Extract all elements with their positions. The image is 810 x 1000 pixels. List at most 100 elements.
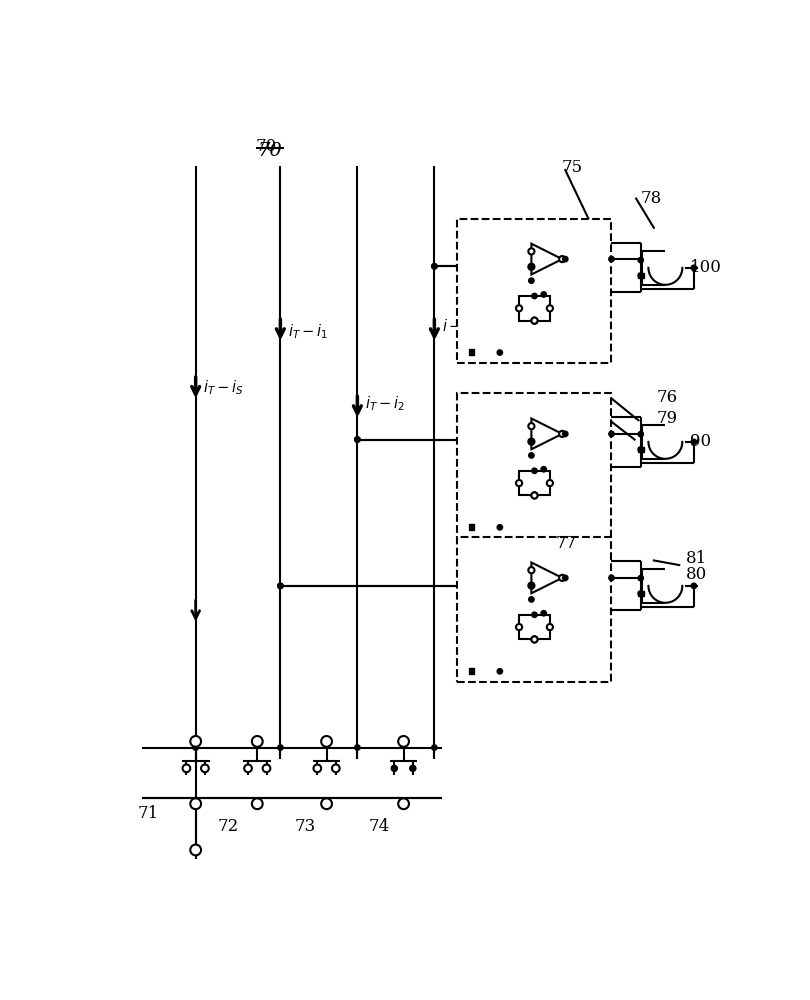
Circle shape	[532, 468, 537, 473]
Circle shape	[432, 745, 437, 750]
Circle shape	[531, 492, 538, 499]
Circle shape	[638, 431, 643, 437]
Circle shape	[638, 273, 643, 278]
Text: $i_T - i_S$: $i_T - i_S$	[203, 379, 245, 397]
Circle shape	[278, 583, 283, 589]
Circle shape	[563, 431, 568, 437]
Circle shape	[313, 764, 322, 772]
Bar	[519, 296, 550, 321]
Circle shape	[410, 765, 416, 771]
Circle shape	[278, 583, 283, 589]
Text: 76: 76	[656, 389, 677, 406]
Bar	[519, 615, 550, 639]
Circle shape	[638, 257, 643, 263]
Text: 78: 78	[641, 190, 662, 207]
Circle shape	[497, 525, 502, 530]
Circle shape	[355, 437, 360, 442]
Circle shape	[322, 736, 332, 747]
Circle shape	[355, 437, 360, 442]
Circle shape	[182, 764, 190, 772]
Circle shape	[528, 248, 535, 254]
Circle shape	[691, 439, 697, 445]
Circle shape	[531, 636, 538, 642]
Circle shape	[516, 624, 522, 630]
Circle shape	[322, 798, 332, 809]
Circle shape	[541, 467, 547, 472]
Circle shape	[432, 264, 437, 269]
Circle shape	[332, 764, 339, 772]
Circle shape	[532, 293, 537, 299]
Circle shape	[528, 264, 535, 270]
Text: 100: 100	[690, 259, 722, 276]
Text: 70: 70	[256, 138, 277, 155]
Circle shape	[529, 453, 534, 458]
Circle shape	[541, 611, 547, 616]
Bar	[469, 524, 475, 530]
Circle shape	[355, 745, 360, 750]
Text: 80: 80	[686, 566, 707, 583]
Circle shape	[252, 736, 262, 747]
Text: 74: 74	[369, 818, 390, 835]
Circle shape	[528, 439, 535, 445]
Circle shape	[609, 256, 614, 262]
Circle shape	[691, 583, 697, 589]
Circle shape	[190, 845, 201, 855]
Bar	[638, 591, 644, 596]
Circle shape	[531, 636, 538, 642]
Circle shape	[531, 492, 538, 499]
Circle shape	[432, 264, 437, 269]
Bar	[638, 273, 644, 278]
Text: 77: 77	[556, 535, 578, 552]
Bar	[469, 668, 475, 674]
Circle shape	[278, 745, 283, 750]
Circle shape	[399, 736, 409, 747]
Circle shape	[547, 305, 553, 311]
Text: $i - i_3$: $i - i_3$	[442, 317, 475, 336]
Circle shape	[541, 292, 547, 297]
Circle shape	[559, 256, 565, 262]
Circle shape	[190, 736, 201, 747]
Circle shape	[190, 798, 201, 809]
Circle shape	[529, 278, 534, 283]
Text: $i_T - i_2$: $i_T - i_2$	[365, 394, 405, 413]
Circle shape	[399, 798, 409, 809]
Circle shape	[516, 480, 522, 486]
Circle shape	[252, 798, 262, 809]
Circle shape	[193, 745, 198, 750]
Circle shape	[529, 583, 534, 588]
Circle shape	[609, 431, 614, 437]
Circle shape	[531, 318, 538, 324]
Text: 90: 90	[690, 433, 711, 450]
Text: 72: 72	[217, 818, 238, 835]
Text: 75: 75	[561, 159, 582, 176]
Bar	[458, 393, 612, 538]
Text: 81: 81	[686, 550, 707, 567]
Circle shape	[244, 764, 252, 772]
Circle shape	[532, 612, 537, 617]
Circle shape	[497, 350, 502, 355]
Text: 71: 71	[138, 804, 160, 822]
Circle shape	[516, 305, 522, 311]
Circle shape	[547, 480, 553, 486]
Text: 73: 73	[294, 818, 315, 835]
Text: 79: 79	[656, 410, 677, 427]
Circle shape	[691, 265, 697, 271]
Circle shape	[638, 591, 643, 596]
Text: 70: 70	[258, 142, 282, 160]
Circle shape	[529, 597, 534, 602]
Circle shape	[559, 575, 565, 581]
Circle shape	[563, 256, 568, 262]
Circle shape	[559, 431, 565, 437]
Circle shape	[638, 447, 643, 452]
Circle shape	[531, 318, 538, 324]
Circle shape	[262, 764, 271, 772]
Circle shape	[529, 264, 534, 269]
Text: $i_T - i_1$: $i_T - i_1$	[288, 322, 328, 341]
Bar	[519, 471, 550, 495]
Circle shape	[638, 575, 643, 581]
Circle shape	[528, 423, 535, 429]
Circle shape	[497, 669, 502, 674]
Circle shape	[547, 624, 553, 630]
Circle shape	[609, 575, 614, 581]
Bar	[458, 537, 612, 682]
